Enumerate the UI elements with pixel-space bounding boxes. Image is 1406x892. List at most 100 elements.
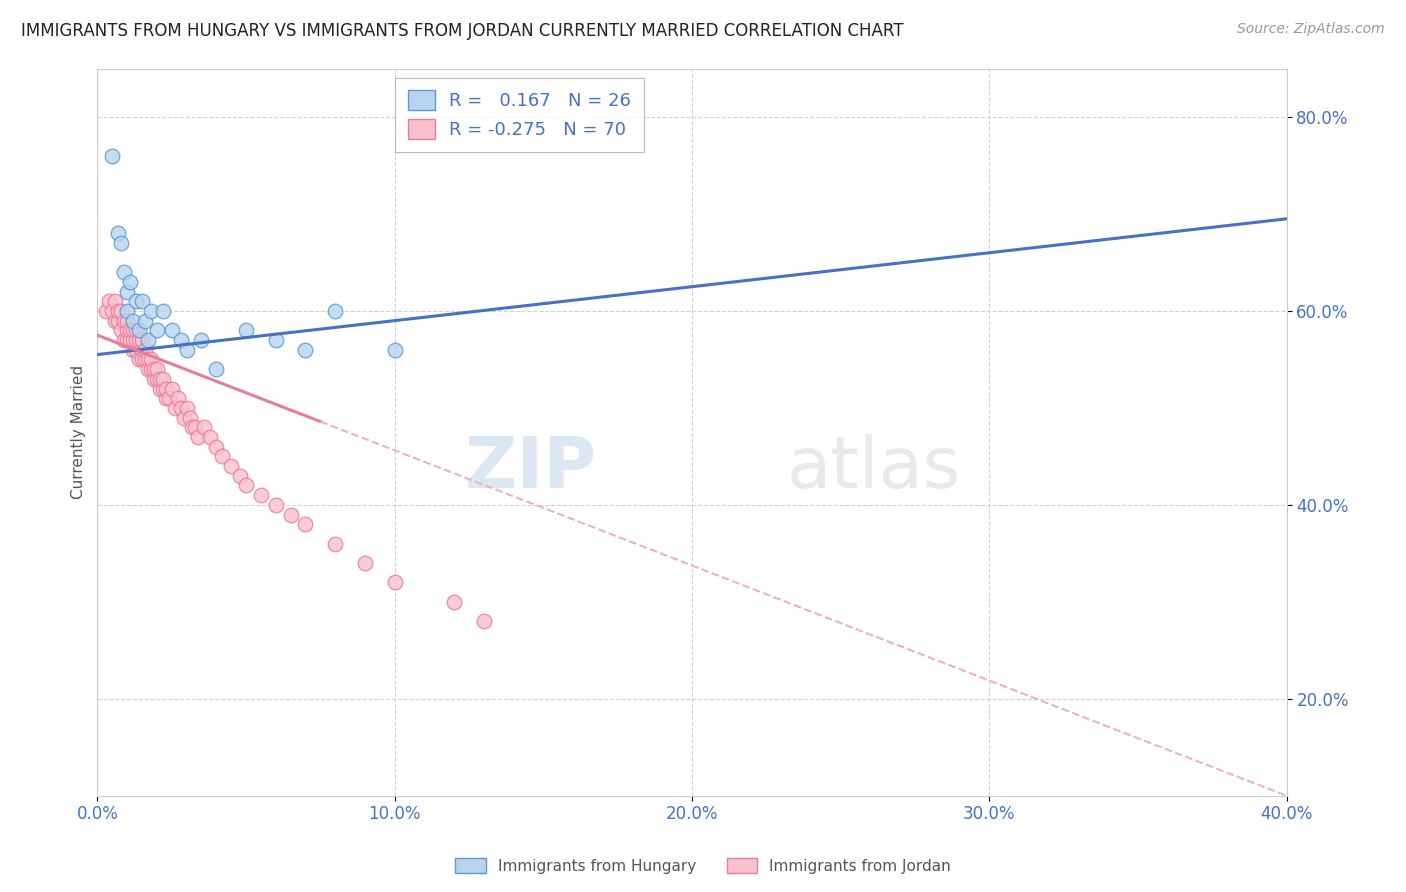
Point	[136, 352, 159, 367]
Point	[139, 352, 162, 367]
Point	[152, 372, 174, 386]
Point	[115, 333, 138, 347]
Point	[107, 227, 129, 241]
Point	[134, 343, 156, 357]
Point	[104, 313, 127, 327]
Point	[101, 149, 124, 163]
Point	[176, 343, 198, 357]
Point	[125, 294, 148, 309]
Y-axis label: Currently Married: Currently Married	[72, 365, 86, 500]
Point	[149, 372, 172, 386]
Point	[294, 517, 316, 532]
Point	[323, 304, 346, 318]
Point	[115, 285, 138, 299]
Point	[142, 372, 165, 386]
Point	[139, 304, 162, 318]
Text: ZIP: ZIP	[464, 434, 596, 503]
Point	[122, 323, 145, 337]
Point	[134, 313, 156, 327]
Point	[142, 362, 165, 376]
Point	[472, 614, 495, 628]
Point	[136, 333, 159, 347]
Point	[205, 440, 228, 454]
Point	[205, 362, 228, 376]
Point	[98, 294, 121, 309]
Point	[115, 323, 138, 337]
Point	[131, 333, 153, 347]
Point	[384, 575, 406, 590]
Point	[152, 304, 174, 318]
Point	[163, 401, 186, 415]
Point	[125, 323, 148, 337]
Point	[294, 343, 316, 357]
Legend: R =   0.167   N = 26, R = -0.275   N = 70: R = 0.167 N = 26, R = -0.275 N = 70	[395, 78, 644, 152]
Point	[155, 382, 177, 396]
Point	[101, 304, 124, 318]
Point	[176, 401, 198, 415]
Point	[120, 333, 142, 347]
Point	[134, 352, 156, 367]
Point	[115, 304, 138, 318]
Point	[169, 401, 191, 415]
Point	[146, 372, 169, 386]
Point	[96, 304, 118, 318]
Legend: Immigrants from Hungary, Immigrants from Jordan: Immigrants from Hungary, Immigrants from…	[449, 852, 957, 880]
Point	[120, 275, 142, 289]
Point	[131, 294, 153, 309]
Point	[146, 362, 169, 376]
Point	[107, 304, 129, 318]
Point	[110, 304, 132, 318]
Point	[280, 508, 302, 522]
Point	[122, 343, 145, 357]
Point	[149, 382, 172, 396]
Text: IMMIGRANTS FROM HUNGARY VS IMMIGRANTS FROM JORDAN CURRENTLY MARRIED CORRELATION : IMMIGRANTS FROM HUNGARY VS IMMIGRANTS FR…	[21, 22, 904, 40]
Point	[155, 391, 177, 405]
Point	[125, 343, 148, 357]
Point	[120, 323, 142, 337]
Point	[157, 391, 180, 405]
Point	[128, 352, 150, 367]
Point	[125, 333, 148, 347]
Point	[354, 556, 377, 570]
Point	[169, 333, 191, 347]
Point	[181, 420, 204, 434]
Point	[128, 323, 150, 337]
Point	[139, 362, 162, 376]
Point	[122, 333, 145, 347]
Point	[166, 391, 188, 405]
Point	[112, 333, 135, 347]
Point	[131, 343, 153, 357]
Point	[323, 536, 346, 550]
Point	[264, 498, 287, 512]
Point	[107, 313, 129, 327]
Point	[110, 323, 132, 337]
Point	[128, 333, 150, 347]
Point	[190, 333, 212, 347]
Point	[250, 488, 273, 502]
Point	[112, 265, 135, 279]
Point	[136, 362, 159, 376]
Point	[173, 410, 195, 425]
Point	[193, 420, 215, 434]
Text: atlas: atlas	[787, 434, 962, 503]
Point	[200, 430, 222, 444]
Point	[160, 323, 183, 337]
Point	[112, 313, 135, 327]
Point	[443, 595, 465, 609]
Point	[219, 459, 242, 474]
Point	[152, 382, 174, 396]
Text: Source: ZipAtlas.com: Source: ZipAtlas.com	[1237, 22, 1385, 37]
Point	[122, 313, 145, 327]
Point	[264, 333, 287, 347]
Point	[110, 235, 132, 250]
Point	[384, 343, 406, 357]
Point	[146, 323, 169, 337]
Point	[131, 352, 153, 367]
Point	[115, 313, 138, 327]
Point	[235, 323, 257, 337]
Point	[184, 420, 207, 434]
Point	[179, 410, 201, 425]
Point	[211, 450, 233, 464]
Point	[104, 294, 127, 309]
Point	[187, 430, 209, 444]
